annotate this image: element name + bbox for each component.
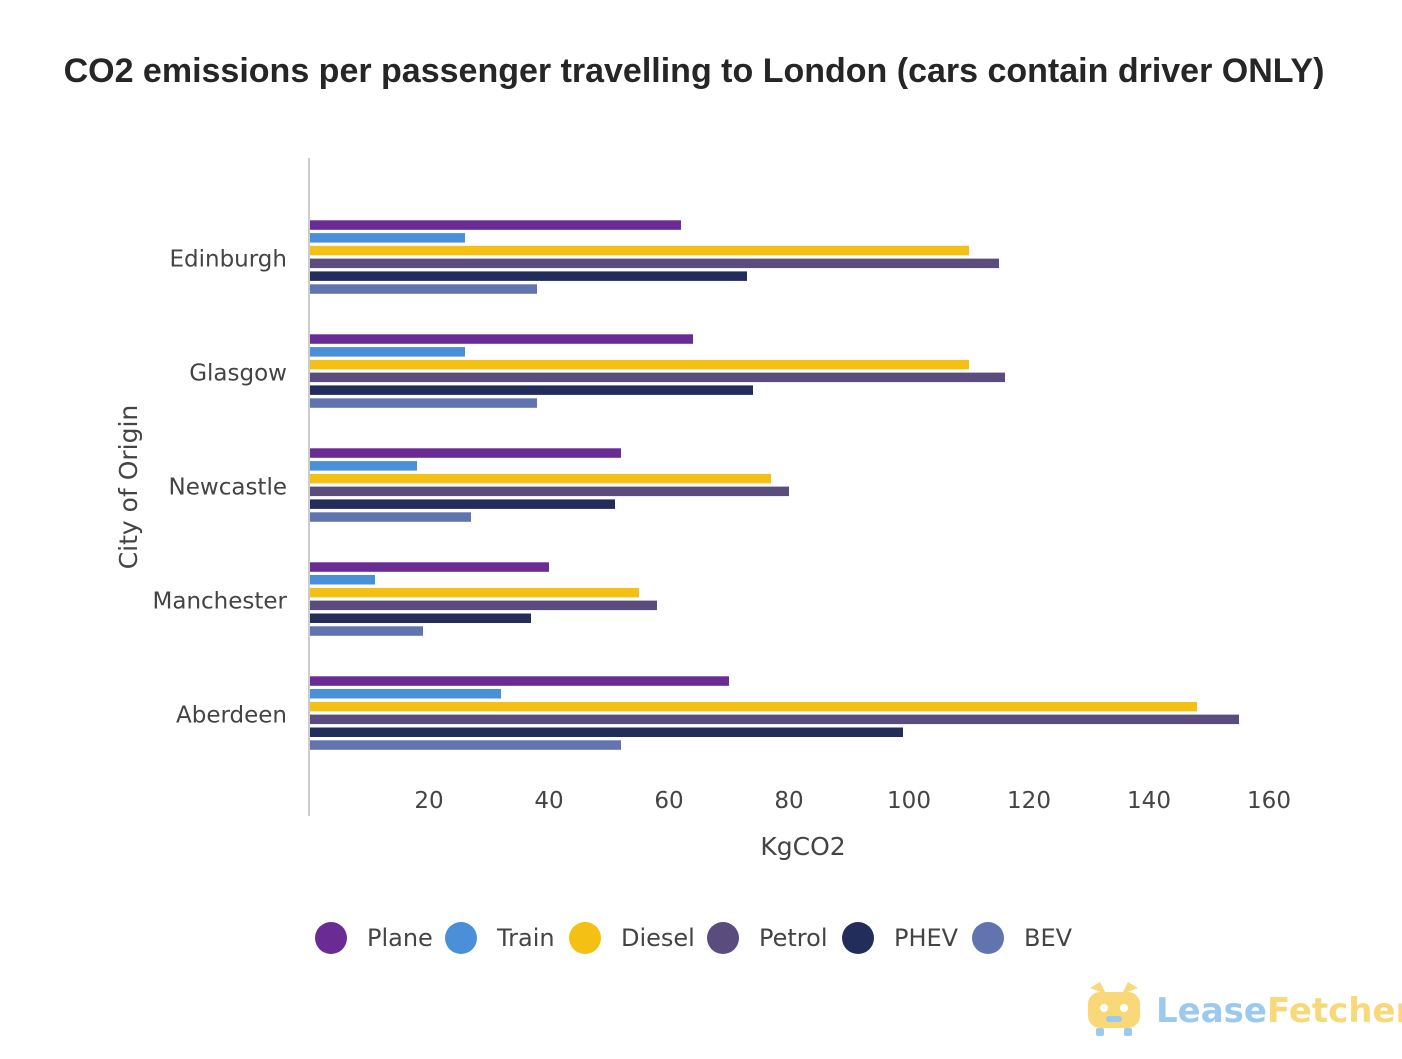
bar-edinburgh-phev <box>310 271 747 281</box>
bar-newcastle-plane <box>310 448 621 458</box>
bar-manchester-bev <box>310 626 423 636</box>
x-axis-title: KgCO2 <box>760 832 845 861</box>
category-label-glasgow: Glasgow <box>189 361 287 387</box>
chart-title: CO2 emissions per passenger travelling t… <box>64 52 1325 90</box>
bar-aberdeen-petrol <box>310 714 1239 725</box>
bar-aberdeen-diesel <box>310 701 1197 712</box>
x-tick-140: 140 <box>1127 788 1171 814</box>
legend: Plane Train Diesel Petrol PHEV BEV <box>315 922 1073 954</box>
x-tick-100: 100 <box>887 788 931 814</box>
legend-label-petrol: Petrol <box>759 924 827 952</box>
legend-label-plane: Plane <box>367 924 433 952</box>
legend-label-phev: PHEV <box>894 924 959 952</box>
legend-marker-phev <box>842 922 874 954</box>
logo-text: LeaseFetcher <box>1156 991 1402 1031</box>
legend-label-bev: BEV <box>1024 924 1073 952</box>
bar-glasgow-plane <box>310 334 693 344</box>
bar-glasgow-petrol <box>310 372 1005 383</box>
bar-edinburgh-bev <box>310 284 537 294</box>
bar-glasgow-diesel <box>310 359 969 370</box>
x-tick-60: 60 <box>654 788 683 814</box>
bar-manchester-train <box>310 575 375 585</box>
category-label-aberdeen: Aberdeen <box>176 703 287 729</box>
legend-marker-train <box>445 922 477 954</box>
x-tick-20: 20 <box>414 788 443 814</box>
bar-edinburgh-petrol <box>310 258 999 269</box>
bar-newcastle-petrol <box>310 486 789 497</box>
bar-newcastle-train <box>310 461 417 471</box>
category-label-edinburgh: Edinburgh <box>169 247 287 273</box>
bar-aberdeen-phev <box>310 727 903 737</box>
bar-glasgow-phev <box>310 385 753 395</box>
bar-manchester-diesel <box>310 587 639 598</box>
logo-part2: Fetcher <box>1267 991 1402 1031</box>
logo-part1: Lease <box>1156 991 1267 1031</box>
category-labels: Edinburgh Glasgow Newcastle Manchester Aberd… <box>153 247 288 729</box>
legend-label-diesel: Diesel <box>621 924 695 952</box>
bar-glasgow-bev <box>310 398 537 408</box>
bar-aberdeen-bev <box>310 740 621 750</box>
bar-edinburgh-plane <box>310 220 681 230</box>
bars-group <box>310 220 1239 750</box>
legend-marker-bev <box>972 922 1004 954</box>
bar-manchester-phev <box>310 613 531 623</box>
bar-aberdeen-train <box>310 689 501 699</box>
x-tick-120: 120 <box>1007 788 1051 814</box>
bar-newcastle-phev <box>310 499 615 509</box>
legend-marker-diesel <box>569 922 601 954</box>
bar-newcastle-bev <box>310 512 471 522</box>
leasefetcher-logo: LeaseFetcher <box>1088 982 1402 1036</box>
category-label-manchester: Manchester <box>153 589 288 615</box>
legend-marker-plane <box>315 922 347 954</box>
bar-glasgow-train <box>310 347 465 357</box>
y-axis-title: City of Origin <box>114 405 143 570</box>
x-tick-40: 40 <box>534 788 563 814</box>
legend-marker-petrol <box>707 922 739 954</box>
category-label-newcastle: Newcastle <box>169 475 287 501</box>
bar-edinburgh-diesel <box>310 245 969 256</box>
bar-manchester-petrol <box>310 600 657 611</box>
bar-aberdeen-plane <box>310 676 729 686</box>
x-tick-80: 80 <box>774 788 803 814</box>
x-tick-labels: 20 40 60 80 100 120 140 160 <box>414 788 1291 814</box>
dog-car-icon <box>1088 982 1140 1036</box>
bar-newcastle-diesel <box>310 473 771 484</box>
x-tick-160: 160 <box>1247 788 1291 814</box>
bar-manchester-plane <box>310 562 549 572</box>
bar-edinburgh-train <box>310 233 465 243</box>
legend-label-train: Train <box>496 924 555 952</box>
